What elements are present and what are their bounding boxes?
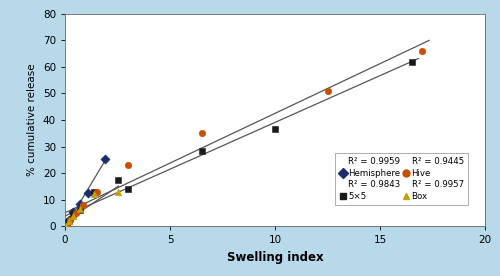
Point <box>408 59 416 64</box>
Point <box>79 203 87 207</box>
Point <box>198 131 205 136</box>
Point <box>62 223 70 228</box>
Point <box>271 127 279 132</box>
Point <box>63 223 71 228</box>
Point <box>62 223 70 228</box>
Point <box>72 211 80 215</box>
Point <box>114 178 122 182</box>
Point <box>124 187 132 191</box>
Point <box>65 219 73 223</box>
Point <box>76 207 84 211</box>
Point <box>62 223 70 228</box>
Point <box>65 219 73 223</box>
Point <box>114 190 122 194</box>
Point <box>76 201 84 206</box>
Point <box>70 214 78 218</box>
Point <box>90 192 98 197</box>
Point <box>90 190 98 194</box>
X-axis label: Swelling index: Swelling index <box>226 251 324 264</box>
Y-axis label: % cumulative release: % cumulative release <box>28 64 38 176</box>
Point <box>101 156 109 161</box>
Point <box>324 89 332 93</box>
Point <box>198 148 205 153</box>
Point <box>84 191 92 195</box>
Point <box>66 217 74 222</box>
Point <box>70 209 78 214</box>
Legend: R² = 0.9959, Hemisphere, R² = 0.9843, 5×5, R² = 0.9445, Hive, R² = 0.9957, Box: R² = 0.9959, Hemisphere, R² = 0.9843, 5×… <box>335 153 468 205</box>
Point <box>65 217 73 222</box>
Point <box>76 208 84 213</box>
Point <box>92 190 100 194</box>
Point <box>124 163 132 168</box>
Point <box>418 49 426 53</box>
Point <box>70 212 78 217</box>
